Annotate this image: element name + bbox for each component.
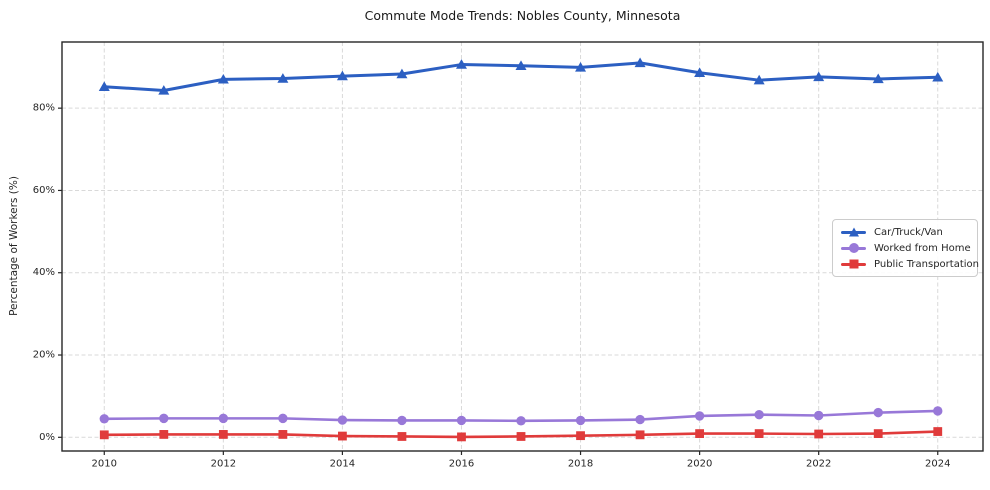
data-point-marker: [396, 68, 408, 79]
data-point-marker: [575, 415, 586, 426]
legend-item: Worked from Home: [841, 242, 971, 254]
data-point-marker: [158, 85, 170, 95]
data-point-marker: [635, 414, 645, 425]
data-point-marker: [456, 415, 467, 426]
x-tick-label: 2016: [449, 458, 474, 469]
data-point-marker: [873, 407, 883, 418]
x-tick-label: 2010: [92, 458, 117, 469]
legend-item: Car/Truck/Van: [841, 226, 969, 238]
plot-background: [62, 42, 983, 451]
circle-marker-icon: [841, 242, 866, 254]
data-point-marker: [933, 427, 943, 436]
y-tick-label: 80%: [33, 103, 55, 114]
data-point-marker: [575, 62, 587, 72]
chart-title: Commute Mode Trends: Nobles County, Minn…: [364, 8, 681, 23]
data-point-marker: [337, 415, 348, 425]
data-point-marker: [754, 429, 764, 438]
y-tick-label: 40%: [33, 267, 55, 278]
y-tick-label: 0%: [39, 432, 55, 443]
x-tick-label: 2014: [330, 458, 355, 469]
square-marker-icon: [841, 258, 866, 270]
triangle-marker-icon: [841, 226, 866, 238]
x-tick-label: 2018: [568, 458, 593, 469]
y-tick-label: 60%: [33, 185, 55, 196]
data-point-marker: [99, 430, 109, 440]
data-point-marker: [159, 430, 169, 439]
data-point-marker: [754, 409, 764, 420]
legend-item: Public Transportation: [841, 258, 979, 270]
data-point-marker: [814, 429, 824, 439]
axes-frame: [61, 41, 984, 452]
data-point-marker: [516, 416, 526, 426]
data-point-marker: [218, 430, 228, 439]
data-point-marker: [278, 413, 288, 424]
data-point-marker: [695, 429, 705, 438]
x-tick-label: 2022: [806, 458, 831, 469]
data-point-marker: [218, 413, 229, 424]
data-point-marker: [694, 67, 706, 77]
data-point-marker: [516, 432, 526, 441]
data-point-marker: [813, 410, 824, 421]
data-point-marker: [397, 432, 407, 441]
data-point-marker: [933, 406, 943, 416]
data-point-marker: [98, 81, 110, 91]
data-point-marker: [753, 74, 765, 85]
legend-label: Car/Truck/Van: [874, 226, 943, 238]
data-point-marker: [872, 73, 884, 84]
data-point-marker: [694, 411, 705, 421]
x-tick-label: 2024: [925, 458, 950, 469]
data-point-marker: [336, 70, 348, 81]
data-point-marker: [217, 73, 229, 84]
legend-label: Public Transportation: [874, 258, 979, 270]
data-point-marker: [635, 430, 645, 440]
data-point-marker: [932, 71, 944, 82]
data-point-marker: [277, 73, 289, 83]
data-point-marker: [159, 413, 169, 424]
data-point-marker: [813, 71, 825, 82]
x-tick-label: 2020: [687, 458, 712, 469]
legend: Car/Truck/Van Worked from Home Public Tran…: [832, 219, 979, 277]
data-point-marker: [873, 429, 883, 438]
data-point-marker: [576, 431, 585, 441]
legend-label: Worked from Home: [874, 242, 971, 254]
data-point-marker: [278, 430, 288, 439]
x-tick-label: 2012: [211, 458, 236, 469]
data-point-marker: [455, 59, 467, 69]
data-point-marker: [634, 57, 646, 68]
data-point-marker: [397, 415, 407, 426]
data-point-marker: [515, 60, 527, 70]
data-point-marker: [457, 432, 466, 442]
data-point-marker: [338, 431, 347, 441]
y-tick-label: 20%: [33, 350, 55, 361]
data-point-marker: [99, 414, 109, 424]
